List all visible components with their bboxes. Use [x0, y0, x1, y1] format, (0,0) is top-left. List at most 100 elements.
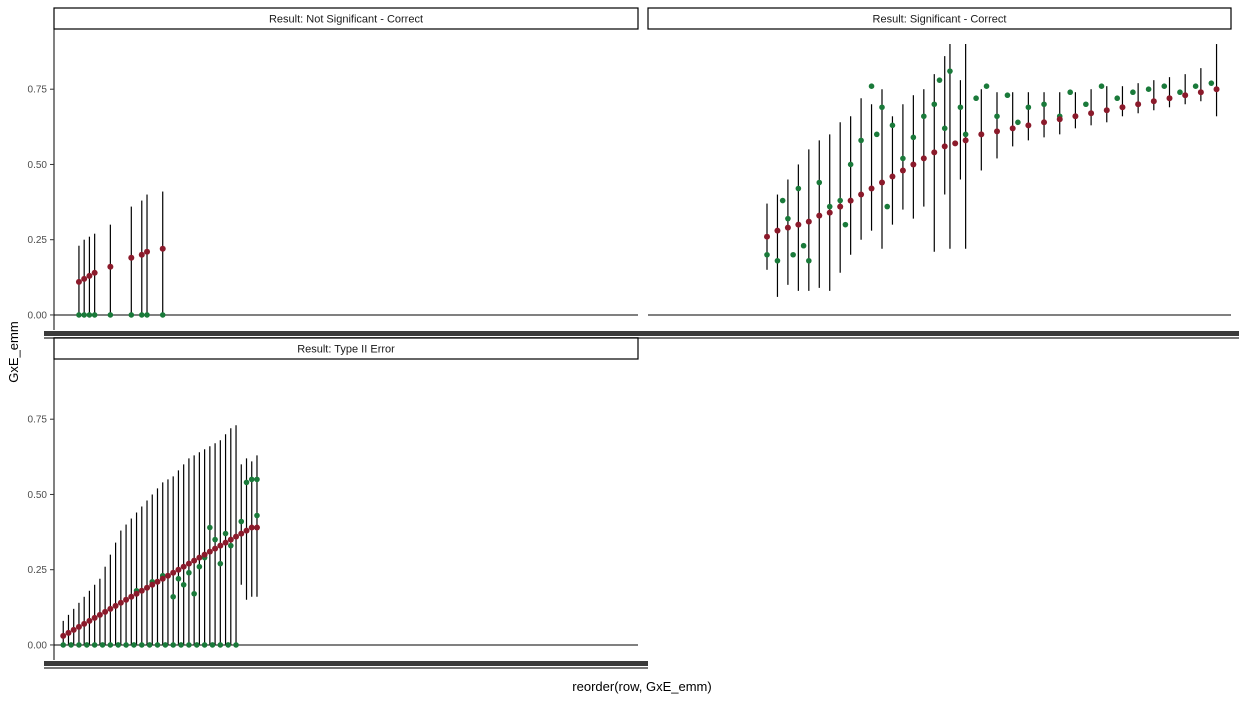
observed-point	[138, 312, 145, 318]
observed-point	[196, 563, 203, 570]
y-tick-label: 0.25	[28, 565, 48, 576]
estimate-point	[238, 530, 245, 537]
observed-point	[1130, 89, 1136, 96]
observed-point	[222, 530, 229, 537]
observed-point	[248, 476, 255, 483]
estimate-point	[994, 128, 1000, 135]
y-axis-title: GxE_emm	[6, 321, 21, 382]
estimate-point	[91, 269, 98, 276]
x-tick-labels-band	[44, 331, 648, 336]
observed-point	[91, 642, 98, 648]
observed-point	[936, 77, 943, 83]
observed-point	[233, 642, 239, 648]
estimate-point	[1150, 98, 1157, 105]
y-tick-label: 0.75	[28, 85, 48, 96]
estimate-point	[212, 545, 219, 552]
estimate-point	[243, 527, 250, 534]
observed-point	[1145, 86, 1152, 92]
estimate-point	[91, 614, 98, 621]
estimate-point	[102, 608, 109, 615]
observed-point	[1025, 104, 1032, 111]
estimate-point	[164, 572, 171, 579]
observed-point	[131, 642, 137, 648]
observed-point	[170, 593, 176, 600]
estimate-point	[1182, 92, 1189, 99]
panel-strip	[53, 337, 639, 360]
estimate-point	[86, 617, 93, 624]
estimate-point	[170, 569, 177, 576]
estimate-point	[201, 551, 208, 558]
estimate-point	[1166, 95, 1173, 102]
estimate-point	[1025, 122, 1032, 129]
observed-point	[858, 137, 864, 144]
observed-point	[826, 203, 833, 210]
estimate-point	[86, 272, 93, 279]
observed-point	[847, 161, 854, 168]
estimate-point	[931, 149, 938, 156]
observed-point	[209, 642, 216, 648]
estimate-point	[65, 629, 72, 636]
observed-point	[154, 642, 161, 648]
estimate-point	[81, 620, 88, 627]
observed-point	[962, 131, 969, 138]
estimate-point	[107, 263, 114, 270]
observed-point	[889, 122, 896, 129]
estimate-point	[144, 584, 151, 591]
observed-point	[1208, 80, 1215, 86]
estimate-point	[1197, 89, 1204, 96]
estimate-point	[159, 575, 166, 582]
observed-point	[146, 642, 153, 648]
observed-point	[837, 197, 843, 204]
y-tick-label: 0.00	[28, 640, 48, 651]
observed-point	[175, 575, 182, 582]
observed-point	[68, 642, 74, 648]
estimate-point	[60, 632, 67, 639]
observed-point	[60, 642, 67, 648]
x-axis-title: reorder(row, GxE_emm)	[572, 679, 711, 694]
observed-point	[225, 642, 231, 648]
panel-strip	[53, 7, 639, 30]
observed-point	[779, 197, 786, 204]
estimate-point	[107, 605, 114, 612]
panel-strip	[647, 7, 1232, 30]
estimate-point	[1119, 104, 1126, 111]
observed-point	[243, 479, 250, 486]
estimate-point	[227, 536, 234, 543]
observed-point	[800, 242, 807, 249]
panel-title: Result: Type II Error	[297, 344, 395, 356]
estimate-point	[206, 548, 213, 555]
observed-point	[900, 155, 906, 162]
observed-point	[238, 518, 245, 525]
estimate-point	[217, 542, 224, 549]
y-tick-label: 0.00	[28, 310, 48, 321]
observed-point	[212, 536, 218, 543]
estimate-point	[123, 596, 130, 603]
observed-point	[107, 642, 114, 648]
observed-point	[178, 642, 184, 648]
observed-point	[217, 642, 224, 648]
estimate-point	[75, 623, 82, 630]
observed-point	[931, 101, 938, 108]
estimate-point	[879, 179, 885, 186]
x-tick-labels-band	[638, 337, 1239, 339]
estimate-point	[1213, 86, 1220, 93]
estimate-point	[795, 221, 802, 228]
estimate-point	[144, 248, 151, 255]
estimate-point	[138, 251, 145, 258]
observed-point	[994, 113, 1000, 120]
estimate-point	[138, 587, 145, 594]
estimate-point	[159, 245, 166, 252]
observed-point	[1067, 89, 1073, 96]
observed-point	[785, 215, 791, 222]
observed-point	[228, 542, 234, 549]
estimate-point	[920, 155, 927, 162]
y-tick-label: 0.50	[28, 490, 48, 501]
estimate-point	[1072, 113, 1079, 120]
observed-point	[201, 642, 208, 648]
y-tick-label: 0.75	[28, 415, 48, 426]
estimate-point	[837, 203, 844, 210]
estimate-point	[858, 191, 865, 198]
estimate-point	[191, 557, 198, 564]
observed-point	[217, 560, 224, 567]
observed-point	[910, 134, 917, 141]
